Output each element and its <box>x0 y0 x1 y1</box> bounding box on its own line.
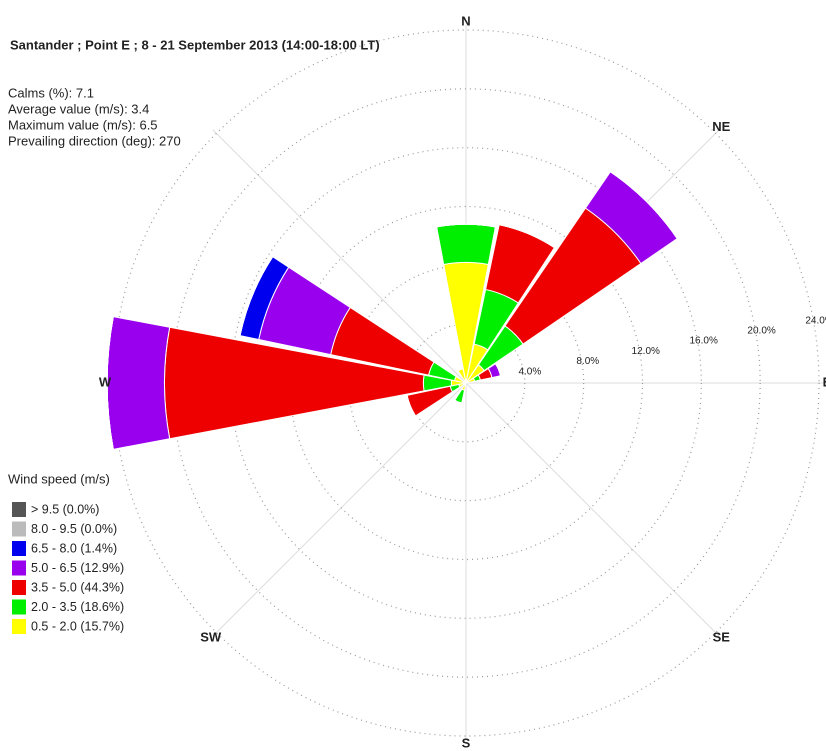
wedge <box>239 256 274 336</box>
wedge <box>454 399 462 404</box>
ring <box>171 88 761 678</box>
ring <box>112 29 820 737</box>
spoke <box>465 382 720 637</box>
compass-label: E <box>823 374 826 389</box>
chart-title: Santander ; Point E ; 8 - 21 September 2… <box>10 37 380 52</box>
compass-label: SE <box>713 630 731 645</box>
ring <box>288 205 644 561</box>
annotation: Calms (%): 7.1 <box>8 85 94 100</box>
wedge <box>436 223 496 266</box>
ring-label: 8.0% <box>576 356 599 367</box>
legend-label: > 9.5 (0.0%) <box>31 502 99 516</box>
ring-label: 20.0% <box>747 326 775 337</box>
ring <box>230 147 702 619</box>
compass-label: S <box>462 735 471 750</box>
legend-label: 6.5 - 8.0 (1.4%) <box>31 541 117 555</box>
legend-swatch <box>12 599 26 615</box>
ring <box>347 264 585 502</box>
ring-label: 16.0% <box>689 336 717 347</box>
legend-swatch <box>12 560 26 576</box>
compass-label: W <box>99 374 112 389</box>
ring <box>406 323 526 443</box>
compass-label: NE <box>712 119 730 134</box>
ring-label: 24.0% <box>805 315 826 326</box>
compass-label: SW <box>200 630 222 645</box>
legend-swatch <box>12 521 26 537</box>
legend-label: 2.0 - 3.5 (18.6%) <box>31 600 124 614</box>
legend-swatch <box>12 502 26 517</box>
wedge <box>106 316 171 450</box>
legend-label: 8.0 - 9.5 (0.0%) <box>31 522 117 536</box>
annotation: Maximum value (m/s): 6.5 <box>8 117 158 132</box>
annotation: Prevailing direction (deg): 270 <box>8 133 181 148</box>
legend-swatch <box>12 541 26 556</box>
legend-label: 5.0 - 6.5 (12.9%) <box>31 561 124 575</box>
wedge <box>499 224 555 248</box>
legend-label: 3.5 - 5.0 (44.3%) <box>31 580 124 594</box>
wedge <box>495 363 502 376</box>
wedge <box>610 171 678 239</box>
legend-label: 0.5 - 2.0 (15.7%) <box>31 619 124 633</box>
legend-swatch <box>12 580 26 595</box>
annotation: Average value (m/s): 3.4 <box>8 101 149 116</box>
legend-title: Wind speed (m/s) <box>8 471 110 486</box>
ring-label: 12.0% <box>632 346 660 357</box>
spoke <box>212 382 467 637</box>
ring-label: 4.0% <box>518 366 541 377</box>
legend-swatch <box>12 619 26 634</box>
spoke <box>212 129 467 384</box>
compass-label: N <box>461 13 470 28</box>
